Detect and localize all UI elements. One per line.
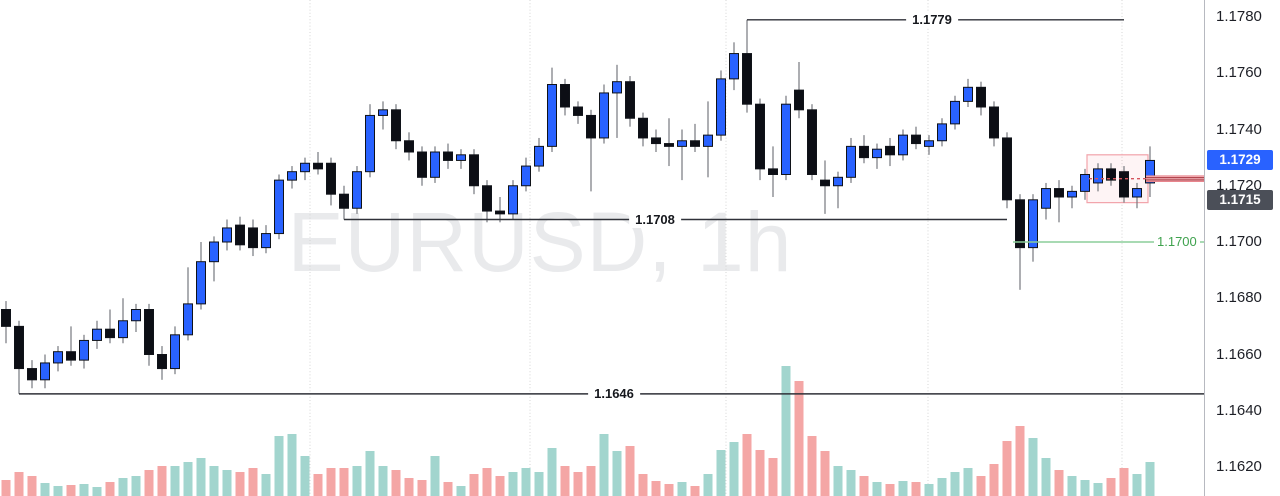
- price-tick-label: 1.1680: [1216, 289, 1262, 307]
- gridlines: [309, 0, 1123, 496]
- price-tick-label: 1.1620: [1216, 458, 1262, 475]
- price-tick-label: 1.1700: [1216, 233, 1262, 250]
- symbol-watermark: EURUSD, 1h: [287, 195, 793, 289]
- last-price-badge: 1.1729: [1207, 150, 1273, 171]
- price-tick-label: 1.1740: [1216, 120, 1262, 138]
- price-tick-label: 1.1640: [1216, 401, 1262, 419]
- price-tick-label: 1.1780: [1216, 8, 1262, 25]
- red-price-band[interactable]: [1146, 175, 1204, 183]
- price-tick-label: 1.1720: [1216, 176, 1262, 194]
- price-tick-label: 1.1660: [1216, 345, 1262, 363]
- candles: [1, 19, 1155, 394]
- price-axis[interactable]: 1.1780 1.1760 1.1740 1.1720 1.1700 1.1680 1.16…: [1204, 0, 1280, 496]
- volume-bars: [1, 366, 1155, 496]
- alert-price-badge: 1.1715: [1207, 189, 1273, 210]
- price-level-rays[interactable]: [19, 19, 1204, 395]
- price-tick-label: 1.1760: [1216, 64, 1262, 82]
